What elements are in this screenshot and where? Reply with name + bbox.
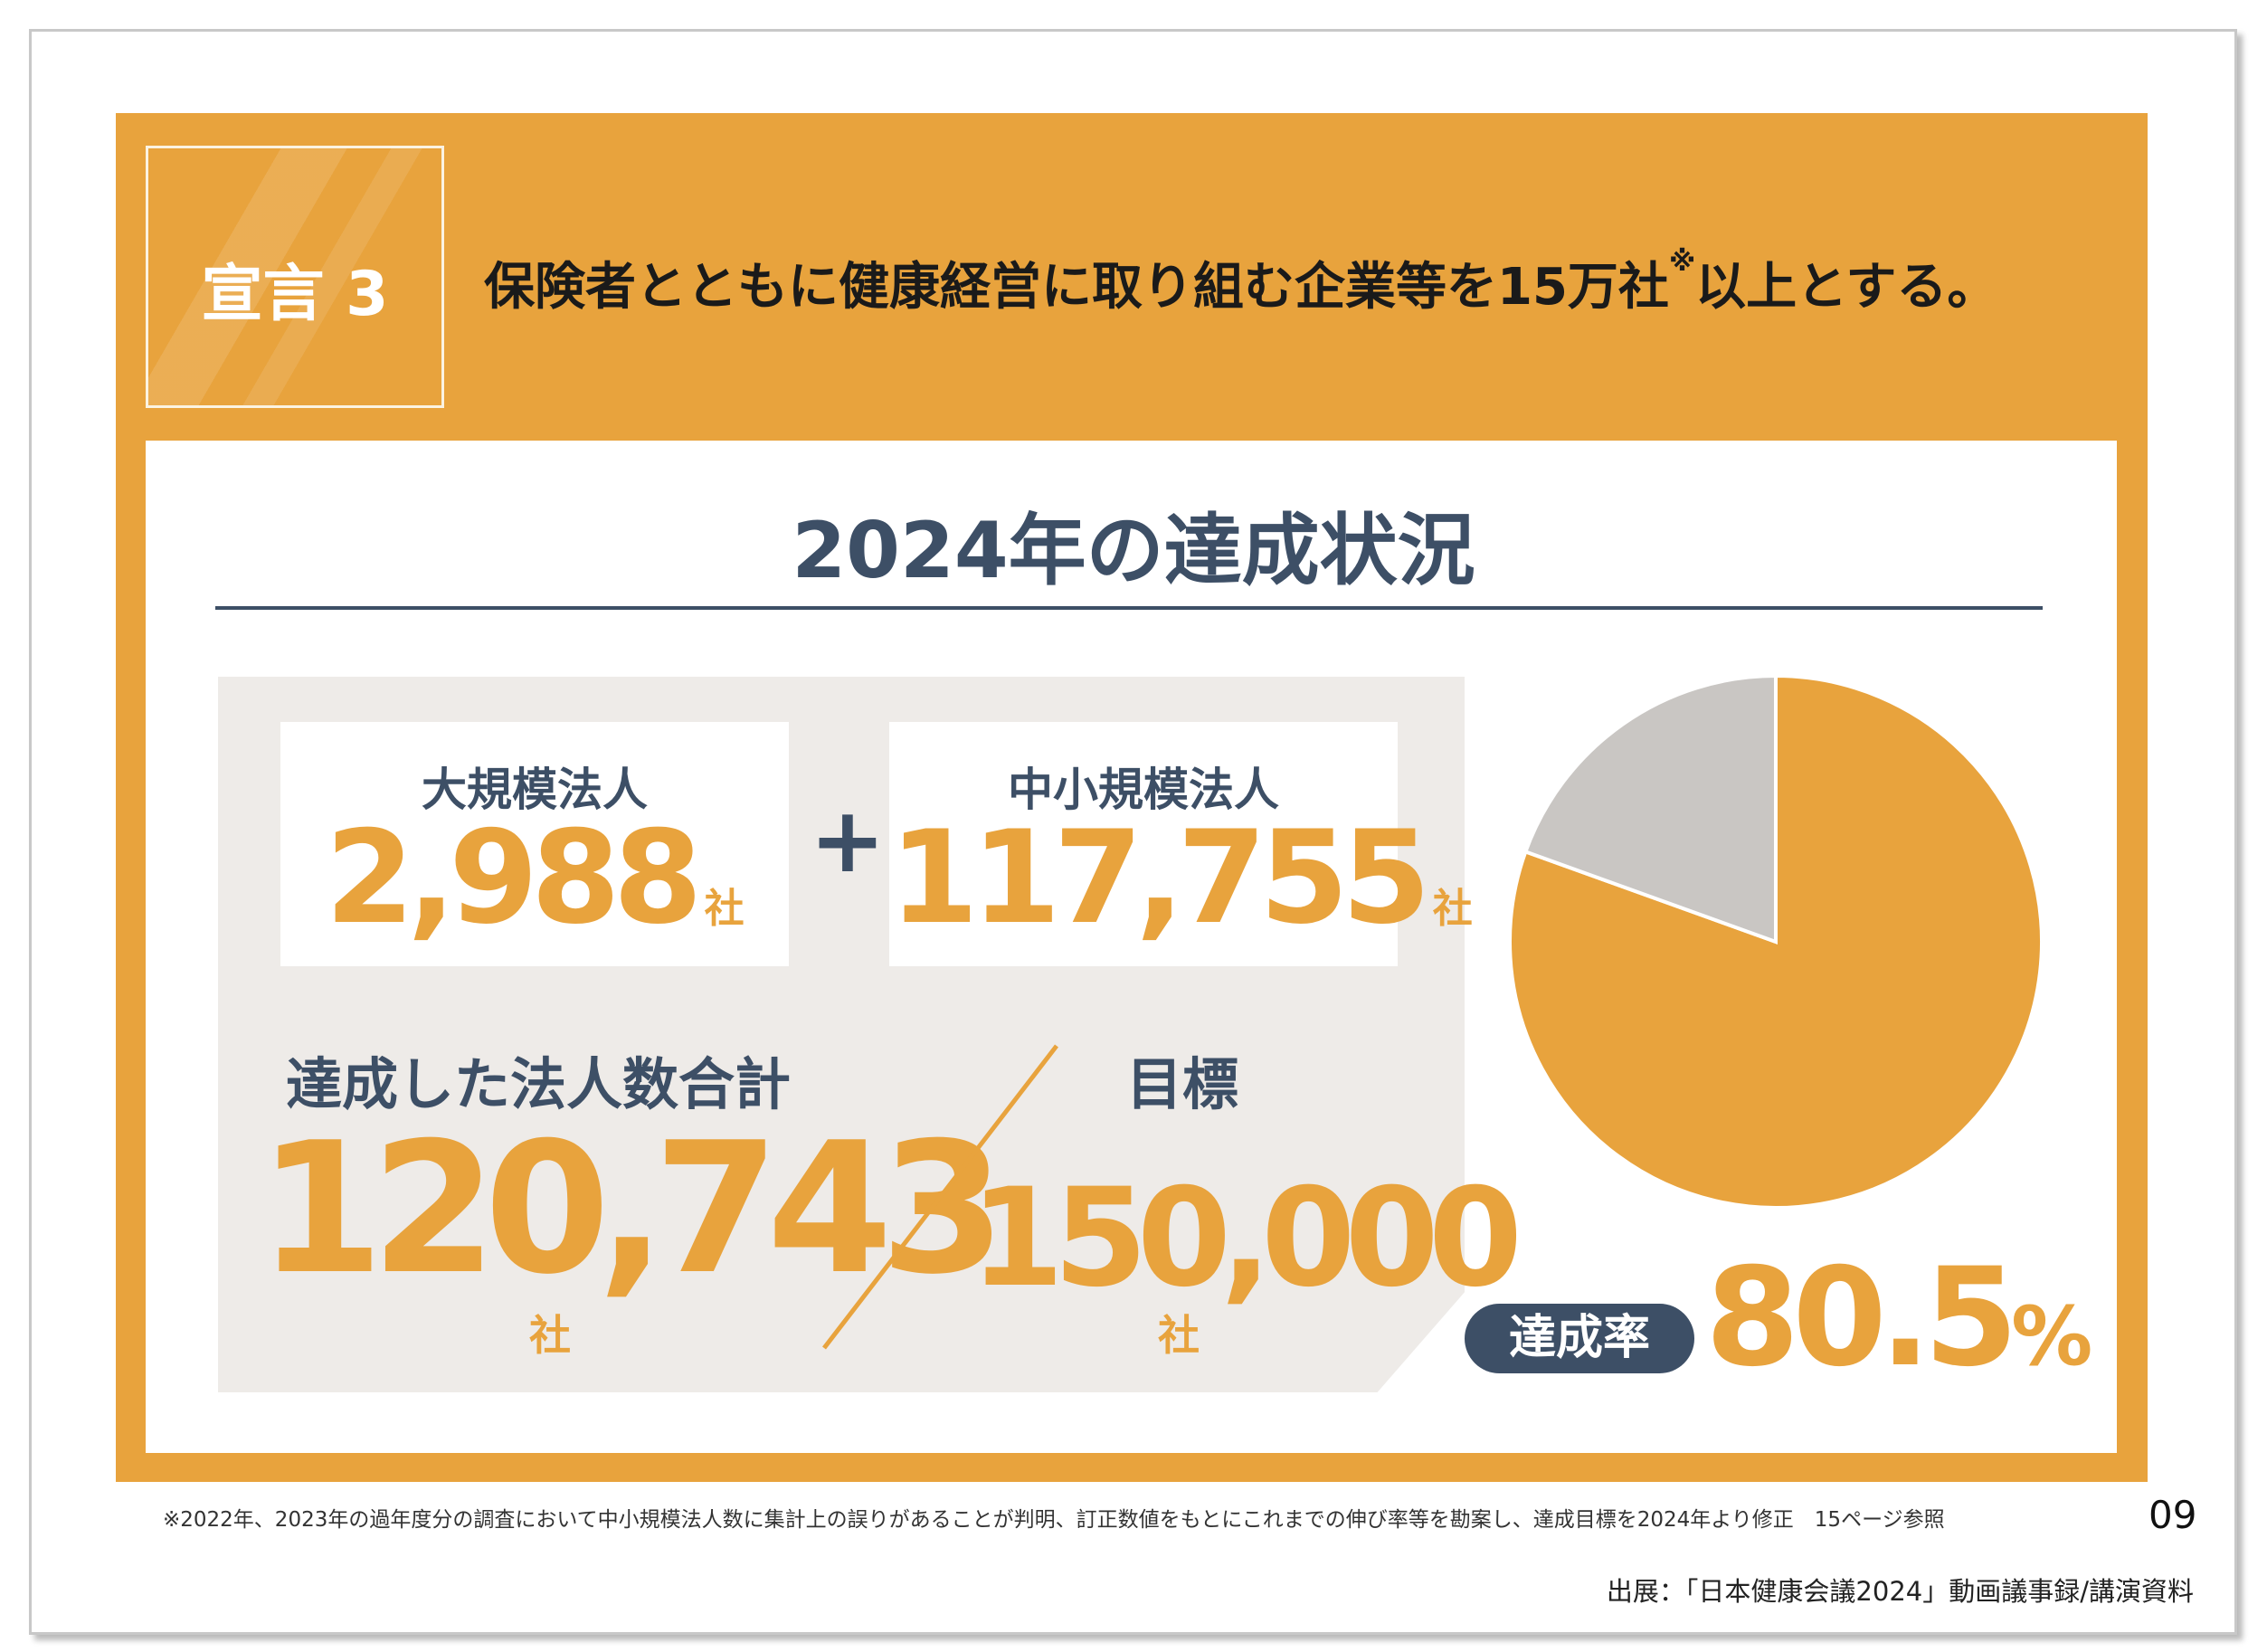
sme-number: 117,755 [889,803,1431,953]
declaration-end: 以上とする。 [1695,258,1998,317]
sme-card: 中小規模法人 117,755 社 [889,722,1473,966]
section-heading: 2024年の達成状況 [792,506,1475,596]
achievement-pie [1508,673,2044,1210]
target-value: 150,000 [970,1160,1522,1317]
sme-label: 中小規模法人 [1008,764,1279,816]
rate-badge: 達成率 [1465,1304,1694,1373]
note-mark: ※ [1668,246,1696,278]
declaration-badge: 宣言 3 [146,146,444,408]
target-label: 目標 [1126,1051,1239,1117]
pie-slice-0 [1508,673,2044,1210]
target-unit: 社 [1158,1311,1200,1360]
sme-value: 117,755 社 [889,803,1473,953]
page-number: 09 [2148,1493,2197,1537]
sme-unit: 社 [1432,886,1473,932]
large-label: 大規模法人 [422,764,648,816]
declaration-main: 保険者とともに健康経営に取り組む企業等を15万社 [484,258,1669,317]
source-note: 出展：「日本健康会議2024」動画議事録/講演資料 [1606,1576,2194,1607]
rate-value: 80.5% [1705,1239,2092,1397]
pie-slice-1 [1522,673,1778,945]
total-unit: 社 [529,1311,571,1360]
rate-number: 80.5 [1705,1239,2018,1397]
divider [215,606,2043,610]
large-unit: 社 [704,886,745,932]
large-value: 2,988 社 [280,803,789,953]
rate-unit: % [2011,1289,2093,1384]
footnote: ※2022年、2023年の過年度分の調査において中小規模法人数に集計上の誤りがあ… [163,1508,1945,1532]
large-corp-card: 大規模法人 2,988 社 [280,722,789,966]
total-value: 120,743 [258,1104,1006,1315]
declaration-text: 保険者とともに健康経営に取り組む企業等を15万社※以上とする。 [484,246,1997,319]
total-label: 達成した法人数合計 [286,1051,792,1117]
plus-sign: + [810,787,886,893]
large-number: 2,988 [325,803,702,953]
badge-text: 宣言 3 [201,259,389,330]
